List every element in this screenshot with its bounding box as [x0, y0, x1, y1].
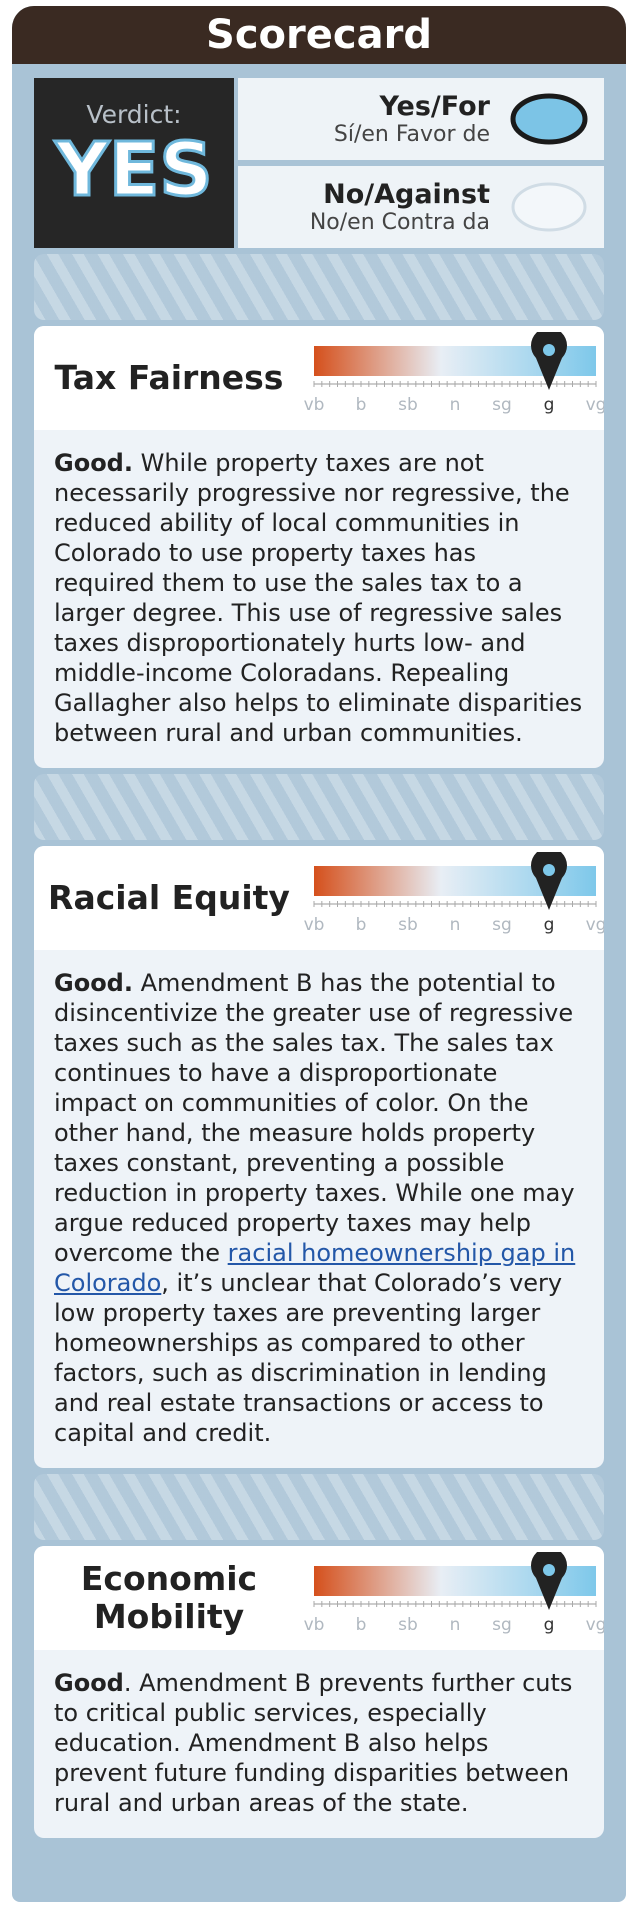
option-oval [508, 91, 590, 147]
oval [513, 184, 585, 230]
scale-label: sb [398, 915, 418, 935]
body-text: . Amendment B prevents further cuts to c… [54, 1669, 572, 1817]
pin-dot [543, 344, 555, 356]
pin-dot [543, 864, 555, 876]
option-sublabel: Sí/en Favor de [334, 122, 490, 147]
rating-scale: vb b sb n sg g vg [304, 852, 604, 944]
scale-label: sg [492, 395, 512, 415]
option-label: Yes/For [334, 91, 490, 122]
scale-label: n [450, 915, 461, 935]
scale-label: sg [492, 1615, 512, 1635]
scale-label: vb [304, 395, 324, 415]
section-title: Economic Mobility [34, 1560, 304, 1636]
section-title: Racial Equity [34, 879, 304, 917]
scale-label: vg [586, 915, 604, 935]
scale-label: sg [492, 915, 512, 935]
scale-label: vg [586, 395, 604, 415]
scale-label: g [544, 1615, 555, 1635]
verdict-value: YES [34, 129, 234, 211]
scale-label: vg [586, 1615, 604, 1635]
scale-label: n [450, 1615, 461, 1635]
option-oval [508, 179, 590, 235]
decoration [34, 254, 604, 320]
section-text: Good. Amendment B has the potential to d… [34, 950, 604, 1468]
body-text: Amendment B has the potential to disince… [54, 969, 575, 1267]
option-sublabel: No/en Contra da [310, 210, 490, 235]
scale-label: g [544, 915, 555, 935]
scale-label: n [450, 395, 461, 415]
rating-lead: Good [54, 1669, 124, 1697]
body-text: While property taxes are not necessarily… [54, 449, 582, 747]
scale-label: sb [398, 1615, 418, 1635]
scale-label: b [356, 395, 367, 415]
rating-lead: Good. [54, 449, 133, 477]
oval [513, 96, 585, 142]
decoration [34, 1474, 604, 1540]
rating-scale: vb b sb n sg g vg [304, 1552, 604, 1644]
title: Scorecard [12, 6, 626, 64]
section-title: Tax Fairness [34, 359, 304, 397]
section-text: Good. Amendment B prevents further cuts … [34, 1650, 604, 1838]
pin-dot [543, 1564, 555, 1576]
verdict-label: Verdict: [34, 100, 234, 129]
scale-label: g [544, 395, 555, 415]
option-label: No/Against [310, 179, 490, 210]
verdict-box: Verdict: YES [34, 78, 234, 248]
scale-label: b [356, 915, 367, 935]
scale-label: vb [304, 1615, 324, 1635]
scale-label: sb [398, 395, 418, 415]
scale-label: vb [304, 915, 324, 935]
section-text: Good. While property taxes are not neces… [34, 430, 604, 768]
rating-scale: vb b sb n sg g vg [304, 332, 604, 424]
decoration [34, 774, 604, 840]
rating-lead: Good. [54, 969, 133, 997]
scale-label: b [356, 1615, 367, 1635]
